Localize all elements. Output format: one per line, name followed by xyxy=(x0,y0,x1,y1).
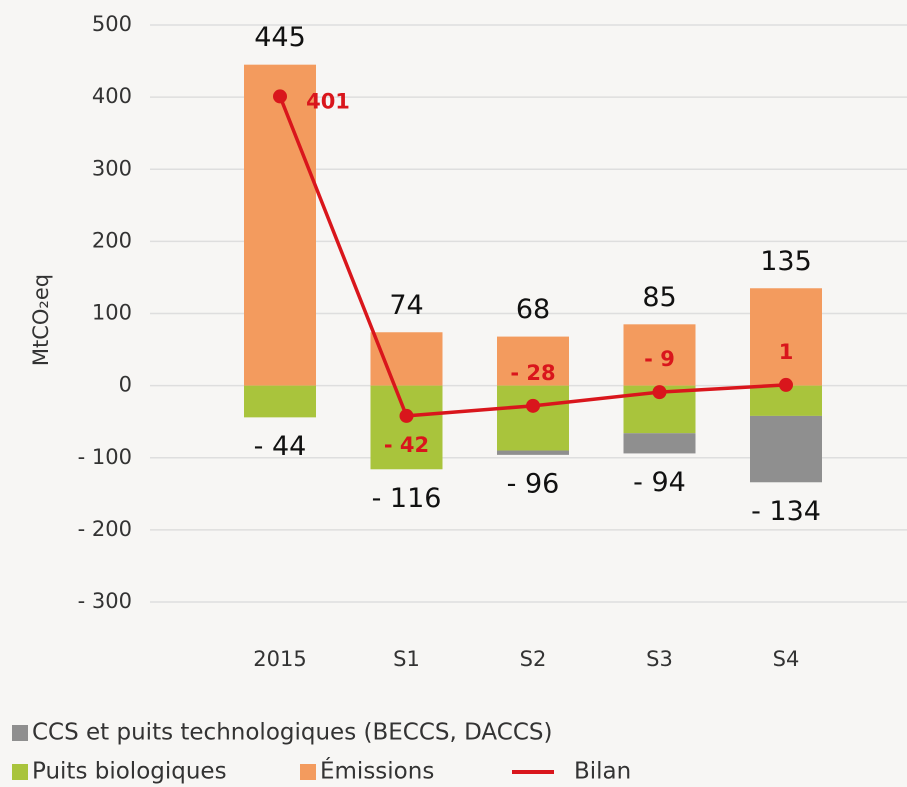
total-label: - 44 xyxy=(254,431,307,462)
legend-label: Puits biologiques xyxy=(32,759,227,785)
legend-swatch xyxy=(12,725,28,741)
bilan-label: 401 xyxy=(306,89,350,113)
value-label: 135 xyxy=(760,246,812,277)
bilan-label: - 9 xyxy=(644,347,675,371)
bar xyxy=(623,433,696,454)
bar xyxy=(750,288,822,386)
category-label: S1 xyxy=(393,647,420,671)
bilan-point xyxy=(779,377,793,392)
y-tick-label: - 200 xyxy=(78,517,132,541)
category-label: S3 xyxy=(646,647,673,671)
bar xyxy=(497,450,569,455)
total-label: - 94 xyxy=(633,467,686,498)
y-tick-label: 300 xyxy=(92,156,132,180)
total-label: - 116 xyxy=(372,483,442,514)
bar xyxy=(497,336,569,386)
bar xyxy=(244,64,316,386)
y-tick-label: 500 xyxy=(92,12,132,36)
y-tick-label: 200 xyxy=(92,228,132,252)
bilan-point xyxy=(273,89,287,104)
value-label: 74 xyxy=(389,290,423,321)
bilan-point xyxy=(399,408,414,423)
legend-label: Émissions xyxy=(320,757,434,785)
category-label: S4 xyxy=(773,647,800,671)
bar xyxy=(497,385,569,451)
y-tick-label: 100 xyxy=(92,301,132,325)
bar xyxy=(370,332,443,386)
category-label: 2015 xyxy=(253,647,306,671)
legend-label: CCS et puits technologiques (BECCS, DACC… xyxy=(32,720,552,746)
bar xyxy=(750,415,822,483)
y-tick-label: 400 xyxy=(92,84,132,108)
bar xyxy=(623,324,696,386)
legend-swatch xyxy=(12,764,28,780)
bar xyxy=(244,385,316,418)
bilan-label: - 28 xyxy=(510,361,555,385)
y-tick-label: - 300 xyxy=(78,589,132,613)
legend-swatch xyxy=(300,764,316,780)
value-label: 445 xyxy=(254,22,306,53)
category-label: S2 xyxy=(520,647,547,671)
bilan-label: - 42 xyxy=(384,433,429,457)
total-label: - 96 xyxy=(507,468,560,499)
value-label: 85 xyxy=(642,282,676,313)
y-tick-label: - 100 xyxy=(78,445,132,469)
total-label: - 134 xyxy=(751,496,821,527)
legend-label: Bilan xyxy=(574,759,631,785)
bilan-point xyxy=(526,398,540,413)
y-tick-label: 0 xyxy=(119,373,132,397)
value-label: 68 xyxy=(516,294,550,325)
bilan-label: 1 xyxy=(779,340,794,364)
bilan-point xyxy=(652,385,667,400)
y-axis-label: MtCO₂eq xyxy=(29,274,53,366)
bar xyxy=(370,385,443,470)
